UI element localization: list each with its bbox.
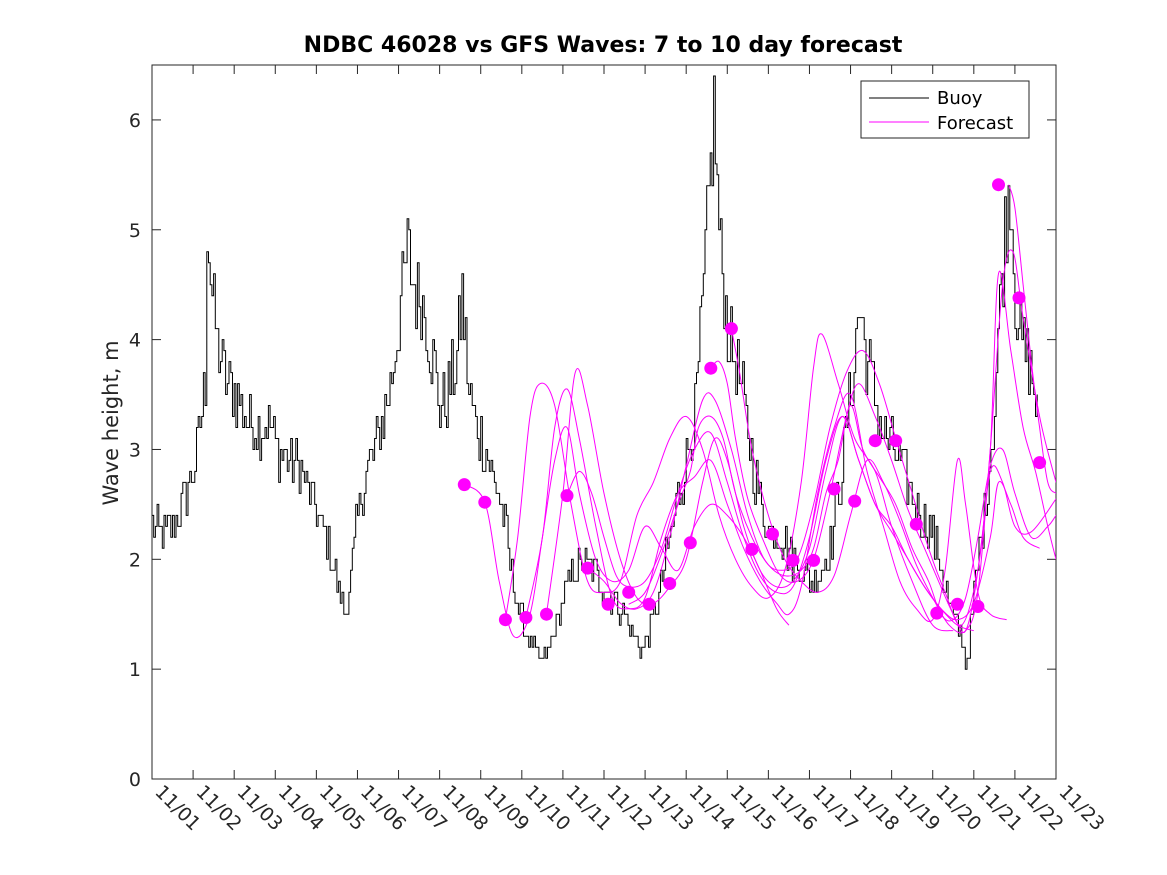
forecast-marker [807, 553, 821, 567]
forecast-marker [950, 597, 964, 611]
forecast-marker [786, 553, 800, 567]
y-tick-label: 0 [129, 769, 141, 791]
forecast-marker [971, 600, 985, 613]
forecast-marker [581, 561, 595, 575]
forecast-marker [642, 597, 656, 611]
forecast-series-line [546, 368, 974, 632]
legend-buoy-label: Buoy [937, 88, 983, 109]
legend: Buoy Forecast [860, 80, 1030, 139]
forecast-series-line [525, 388, 1007, 623]
axes-box [151, 64, 1057, 780]
forecast-marker [704, 361, 718, 375]
forecast-marker [663, 577, 677, 590]
buoy-series-line [152, 75, 1038, 670]
legend-forecast-label: Forecast [937, 113, 1013, 134]
y-tick-label: 5 [129, 220, 141, 242]
forecast-marker [930, 606, 944, 620]
forecast-marker [992, 178, 1005, 192]
forecast-marker [601, 597, 615, 611]
forecast-marker [766, 527, 779, 541]
y-tick-label: 2 [129, 549, 141, 571]
y-axis-label: Wave height, m [99, 340, 123, 505]
forecast-marker [540, 607, 553, 621]
forecast-series-line [710, 270, 1056, 633]
forecast-marker [1012, 291, 1026, 305]
forecast-marker [848, 494, 862, 508]
forecast-marker [909, 517, 923, 531]
forecast-marker [745, 542, 759, 556]
forecast-series-line [730, 249, 1056, 634]
y-tick-label: 3 [129, 439, 141, 461]
forecast-marker [868, 434, 882, 448]
forecast-marker [498, 613, 512, 627]
forecast-marker [478, 495, 492, 509]
chart-title: NDBC 46028 vs GFS Waves: 7 to 10 day for… [304, 33, 903, 58]
y-tick-label: 6 [129, 110, 141, 132]
plot-area: 012345611/0111/0211/0311/0411/0511/0611/… [129, 64, 1109, 835]
forecast-marker [560, 489, 574, 503]
forecast-marker [519, 611, 533, 624]
forecast-marker [889, 434, 903, 448]
y-tick-label: 4 [129, 330, 141, 352]
y-tick-label: 1 [129, 659, 141, 681]
forecast-marker [622, 585, 636, 599]
forecast-marker [724, 322, 738, 336]
forecast-series-line [504, 333, 954, 632]
legend-box [860, 80, 1030, 139]
forecast-series-line [1008, 184, 1056, 494]
forecast-marker [683, 536, 697, 550]
forecast-marker [1033, 456, 1047, 470]
forecast-marker [827, 482, 841, 496]
forecast-marker [457, 478, 471, 492]
